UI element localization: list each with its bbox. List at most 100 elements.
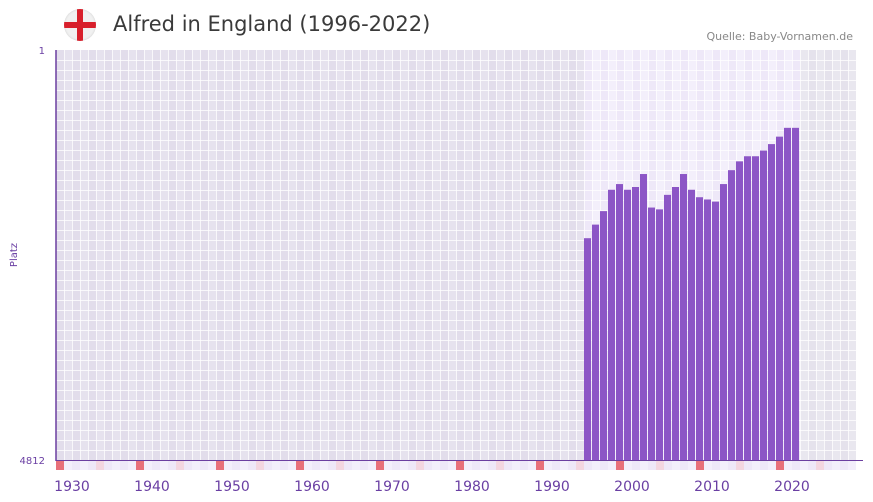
bar-2019 [768,144,775,461]
year-marker [472,461,480,470]
bar-2004 [648,207,655,460]
bar-2020 [776,136,783,460]
grid-column [456,50,464,460]
bar-2018 [760,150,767,460]
year-marker [88,461,96,470]
bar-1999 [608,189,615,460]
year-marker [336,461,344,470]
grid-column [336,50,344,460]
bar-2010 [696,197,703,461]
grid-column [216,50,224,460]
year-marker [640,461,648,470]
chart-title: Alfred in England (1996-2022) [113,12,431,36]
grid-column [560,50,568,460]
year-marker [488,461,496,470]
grid-column [128,50,136,460]
grid-column [472,50,480,460]
grid-column [536,50,544,460]
x-tick-label: 1960 [294,479,330,495]
grid-column [184,50,192,460]
year-marker [96,461,104,470]
year-marker [704,461,712,470]
grid-column [200,50,208,460]
grid-column [800,50,808,460]
year-marker [256,461,264,470]
year-marker [672,461,680,470]
grid-column [808,50,816,460]
year-marker [288,461,296,470]
year-marker [208,461,216,470]
year-marker [112,461,120,470]
year-marker [728,461,736,470]
year-marker [632,461,640,470]
year-marker [232,461,240,470]
grid-column [280,50,288,460]
year-marker [448,461,456,470]
bar-2005 [656,209,663,460]
year-marker [560,461,568,470]
year-marker [64,461,72,470]
x-tick-label: 1990 [534,479,570,495]
grid-column [312,50,320,460]
year-marker [760,461,768,470]
year-marker [368,461,376,470]
year-marker [152,461,160,470]
year-marker [144,461,152,470]
x-tick-labels: 1930 1940 1950 1960 1970 1980 1990 2000 2010 2020 [54,479,810,495]
year-marker [192,461,200,470]
grid-column [208,50,216,460]
year-marker [496,461,504,470]
bar-2014 [728,170,735,460]
year-marker [720,461,728,470]
year-marker [168,461,176,470]
year-marker [776,461,784,470]
grid-column [424,50,432,460]
bar-2001 [624,189,631,460]
grid-column [832,50,840,460]
year-marker [816,461,824,470]
grid-column [448,50,456,460]
grid-column [168,50,176,460]
y-tick-label-bottom: 4812 [20,456,45,467]
grid-column [112,50,120,460]
year-marker [104,461,112,470]
year-marker [176,461,184,470]
year-marker [536,461,544,470]
grid-column [56,50,64,460]
year-marker [184,461,192,470]
grid-column [576,50,584,460]
grid-column [64,50,72,460]
grid-column [136,50,144,460]
bar-2021 [784,127,791,460]
grid-column [104,50,112,460]
x-tick-label: 2010 [694,479,730,495]
year-marker [512,461,520,470]
england-flag-icon [64,9,96,41]
year-marker [240,461,248,470]
grid-column [480,50,488,460]
year-marker [360,461,368,470]
year-marker [440,461,448,470]
year-marker [600,461,608,470]
grid-column [840,50,848,460]
year-marker [744,461,752,470]
bar-2015 [736,161,743,460]
year-marker [664,461,672,470]
year-marker [408,461,416,470]
year-marker [272,461,280,470]
year-marker [680,461,688,470]
bar-2007 [672,187,679,461]
grid-column [408,50,416,460]
grid-column [432,50,440,460]
grid-column [264,50,272,460]
grid-column [544,50,552,460]
grid-column [88,50,96,460]
year-marker [400,461,408,470]
source-link[interactable]: Quelle: Baby-Vornamen.de [706,30,853,43]
bar-2022 [792,127,799,460]
grid-column [288,50,296,460]
grid-column [328,50,336,460]
year-marker [608,461,616,470]
year-marker [544,461,552,470]
